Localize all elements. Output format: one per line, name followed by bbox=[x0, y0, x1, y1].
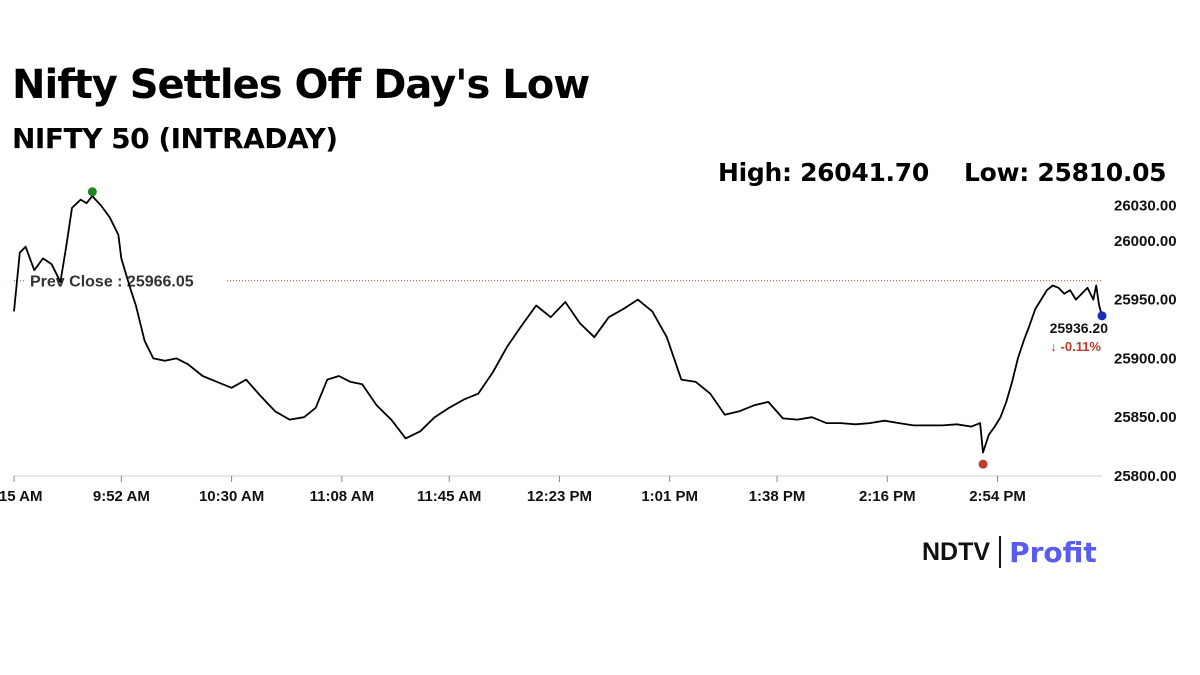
y-tick-label: 25850.00 bbox=[1114, 409, 1177, 426]
brand-profit: Profit bbox=[1009, 535, 1097, 569]
last-marker bbox=[1097, 311, 1107, 321]
change-label: ↓ -0.11% bbox=[1050, 339, 1101, 354]
last-value-label: 25936.20 bbox=[1050, 320, 1109, 336]
y-tick-label: 25900.00 bbox=[1114, 350, 1177, 367]
x-tick-label: 12:23 PM bbox=[527, 488, 592, 505]
y-tick-label: 26030.00 bbox=[1114, 198, 1177, 215]
x-tick-label: 9:15 AM bbox=[0, 488, 42, 505]
x-tick-label: 11:45 AM bbox=[417, 488, 481, 505]
x-tick-label: 1:01 PM bbox=[641, 488, 698, 505]
prev-close-label-bg bbox=[26, 270, 226, 291]
x-tick-label: 10:30 AM bbox=[199, 488, 264, 505]
price-line bbox=[13, 195, 1103, 454]
day-low-label: Low: 25810.05 bbox=[964, 158, 1167, 187]
x-tick-label: 9:52 AM bbox=[93, 488, 150, 505]
brand-ndtv: NDTV bbox=[922, 537, 991, 566]
x-tick-label: 1:38 PM bbox=[749, 488, 806, 505]
y-tick-label: 26000.00 bbox=[1114, 233, 1177, 250]
y-tick-label: 25950.00 bbox=[1114, 292, 1177, 309]
high-marker bbox=[87, 187, 97, 197]
y-tick-label: 25800.00 bbox=[1114, 468, 1177, 485]
x-tick-label: 2:54 PM bbox=[969, 488, 1026, 505]
low-marker bbox=[978, 459, 988, 469]
brand-logo: NDTV Profit bbox=[922, 532, 1097, 572]
brand-divider bbox=[999, 536, 1002, 568]
day-high-label: High: 26041.70 bbox=[718, 158, 929, 187]
x-tick-label: 11:08 AM bbox=[310, 488, 374, 505]
prev-close-label: Prev Close : 25966.05 bbox=[30, 274, 194, 291]
chart-title: Nifty Settles Off Day's Low bbox=[12, 62, 590, 108]
x-tick-label: 2:16 PM bbox=[859, 488, 916, 505]
chart-subtitle: NIFTY 50 (INTRADAY) bbox=[12, 122, 338, 155]
